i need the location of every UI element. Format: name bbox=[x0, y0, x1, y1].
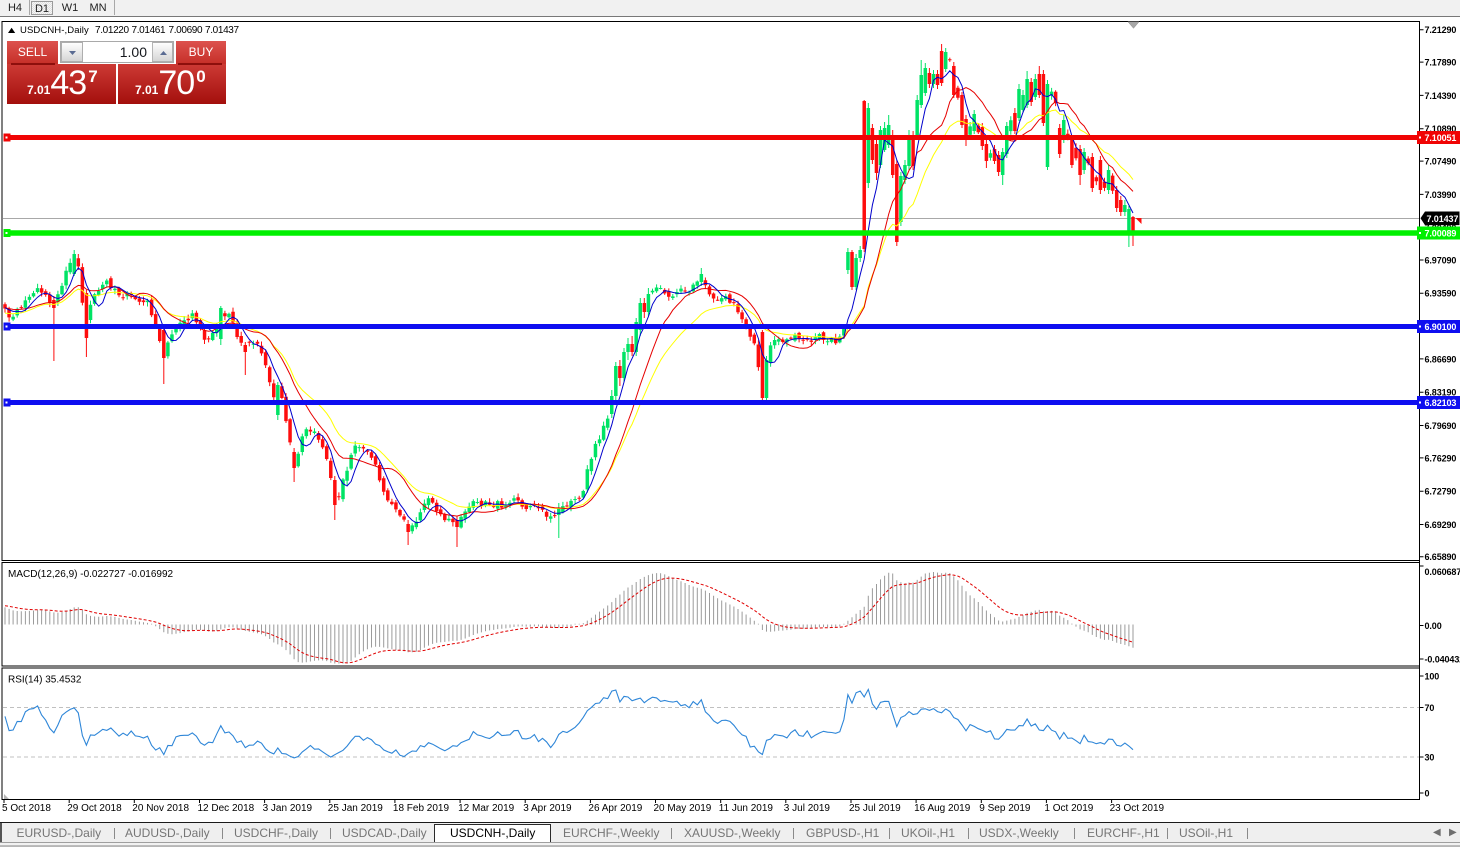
svg-text:7.21290: 7.21290 bbox=[1425, 25, 1457, 35]
svg-text:23 Oct 2019: 23 Oct 2019 bbox=[1110, 803, 1165, 814]
svg-text:100: 100 bbox=[1425, 672, 1440, 682]
svg-text:7.00089: 7.00089 bbox=[1425, 229, 1457, 239]
svg-text:12 Mar 2019: 12 Mar 2019 bbox=[458, 803, 515, 814]
svg-text:6.83190: 6.83190 bbox=[1425, 388, 1457, 398]
svg-text:12 Dec 2018: 12 Dec 2018 bbox=[198, 803, 255, 814]
svg-text:3 Jan 2019: 3 Jan 2019 bbox=[263, 803, 313, 814]
svg-text:70: 70 bbox=[1425, 703, 1435, 713]
svg-text:6.82103: 6.82103 bbox=[1425, 398, 1457, 408]
svg-text:3 Jul 2019: 3 Jul 2019 bbox=[784, 803, 831, 814]
svg-text:7.10890: 7.10890 bbox=[1425, 124, 1457, 134]
svg-text:6.72790: 6.72790 bbox=[1425, 487, 1457, 497]
svg-text:7.01437: 7.01437 bbox=[1427, 214, 1459, 224]
svg-text:25 Jul 2019: 25 Jul 2019 bbox=[849, 803, 901, 814]
svg-text:6.76290: 6.76290 bbox=[1425, 453, 1457, 463]
svg-text:7.17890: 7.17890 bbox=[1425, 58, 1457, 68]
svg-text:3 Apr 2019: 3 Apr 2019 bbox=[523, 803, 572, 814]
svg-text:11 Jun 2019: 11 Jun 2019 bbox=[719, 803, 774, 814]
svg-text:6.90100: 6.90100 bbox=[1425, 322, 1457, 332]
svg-text:1 Oct 2019: 1 Oct 2019 bbox=[1044, 803, 1093, 814]
svg-text:6.69290: 6.69290 bbox=[1425, 520, 1457, 530]
svg-text:18 Feb 2019: 18 Feb 2019 bbox=[393, 803, 450, 814]
svg-text:0.060687: 0.060687 bbox=[1425, 567, 1460, 577]
svg-text:-0.040432: -0.040432 bbox=[1425, 654, 1460, 664]
svg-text:7.03990: 7.03990 bbox=[1425, 190, 1457, 200]
svg-text:6.93590: 6.93590 bbox=[1425, 289, 1457, 299]
svg-text:30: 30 bbox=[1425, 753, 1435, 763]
svg-text:0.00: 0.00 bbox=[1425, 621, 1442, 631]
svg-text:0: 0 bbox=[1425, 789, 1430, 799]
svg-text:16 Aug 2019: 16 Aug 2019 bbox=[914, 803, 971, 814]
svg-text:5 Oct 2018: 5 Oct 2018 bbox=[2, 803, 51, 814]
svg-text:6.97090: 6.97090 bbox=[1425, 255, 1457, 265]
svg-text:20 Nov 2018: 20 Nov 2018 bbox=[132, 803, 189, 814]
svg-text:MACD(12,26,9) -0.022727 -0.016: MACD(12,26,9) -0.022727 -0.016992 bbox=[8, 569, 174, 580]
svg-text:26 Apr 2019: 26 Apr 2019 bbox=[588, 803, 642, 814]
svg-text:6.79690: 6.79690 bbox=[1425, 421, 1457, 431]
svg-text:29 Oct 2018: 29 Oct 2018 bbox=[67, 803, 122, 814]
svg-text:7.14390: 7.14390 bbox=[1425, 91, 1457, 101]
svg-text:6.86690: 6.86690 bbox=[1425, 354, 1457, 364]
svg-text:20 May 2019: 20 May 2019 bbox=[654, 803, 712, 814]
svg-text:9 Sep 2019: 9 Sep 2019 bbox=[979, 803, 1031, 814]
svg-text:25 Jan 2019: 25 Jan 2019 bbox=[328, 803, 383, 814]
svg-text:RSI(14) 35.4532: RSI(14) 35.4532 bbox=[8, 675, 82, 686]
svg-text:7.10051: 7.10051 bbox=[1425, 133, 1457, 143]
svg-text:6.65890: 6.65890 bbox=[1425, 552, 1457, 562]
svg-text:7.07490: 7.07490 bbox=[1425, 157, 1457, 167]
